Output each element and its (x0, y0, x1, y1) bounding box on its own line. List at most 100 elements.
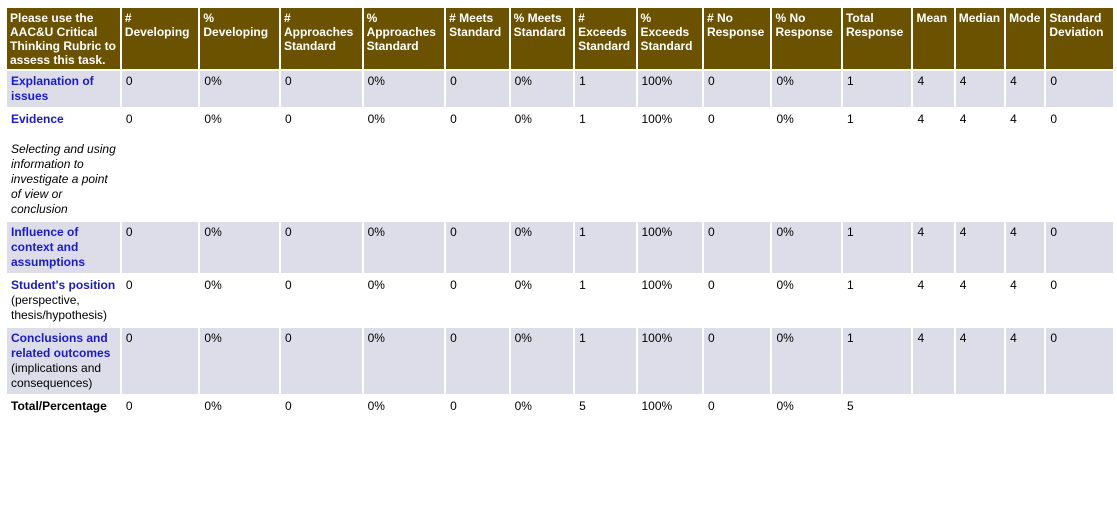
header-mode: Mode (1006, 8, 1045, 69)
criterion-link[interactable]: Influence of context and assumptions (11, 225, 86, 269)
header-pct-no-response: % No Response (772, 8, 841, 69)
total-pct-approaches: 0% (367, 399, 385, 413)
header-pct-developing: % Developing (200, 8, 279, 69)
cell-median: 4 (955, 222, 1005, 273)
criterion-link[interactable]: Evidence (11, 112, 64, 126)
cell-pct-meets: 0% (510, 71, 574, 107)
header-row: Please use the AAC&U Critical Thinking R… (7, 8, 1113, 69)
header-num-exceeds: # Exceeds Standard (575, 8, 636, 69)
table-row: Conclusions and related outcomes (implica… (7, 328, 1113, 394)
cell-mean: 4 (913, 328, 954, 394)
total-pct-meets: 0% (514, 399, 532, 413)
cell-pct-approaches: 0% (363, 328, 445, 394)
header-total-response: Total Response (842, 8, 912, 69)
cell-pct-meets: 0% (514, 278, 532, 292)
cell-pct-meets: 0% (510, 328, 574, 394)
cell-num-exceeds: 1 (579, 278, 586, 292)
cell-pct-exceeds: 100% (641, 112, 673, 126)
cell-num-no-response: 0 (703, 222, 771, 273)
header-num-no-response: # No Response (703, 8, 771, 69)
cell-median: 4 (955, 328, 1005, 394)
cell-median: 4 (959, 112, 967, 126)
header-mean: Mean (913, 8, 954, 69)
header-rubric-instruction: Please use the AAC&U Critical Thinking R… (7, 8, 120, 69)
cell-num-developing: 0 (125, 112, 133, 126)
criterion-description: Selecting and using information to inves… (11, 142, 116, 216)
cell-pct-no-response: 0% (772, 328, 841, 394)
table-row: Student's position (perspective, thesis/h… (7, 275, 1113, 326)
cell-pct-developing: 0% (200, 328, 279, 394)
criterion-link[interactable]: Explanation of issues (11, 74, 94, 103)
total-num-approaches: 0 (284, 399, 292, 413)
cell-pct-no-response: 0% (772, 222, 841, 273)
cell-num-approaches: 0 (280, 71, 362, 107)
cell-num-meets: 0 (450, 278, 457, 292)
cell-mean: 4 (917, 278, 925, 292)
criterion-link[interactable]: Conclusions and related outcomes (11, 331, 111, 360)
cell-num-no-response: 0 (707, 112, 715, 126)
cell-pct-developing: 0% (200, 71, 279, 107)
cell-std-dev: 0 (1050, 112, 1058, 126)
cell-mode: 4 (1006, 222, 1045, 273)
cell-num-meets: 0 (446, 222, 509, 273)
header-pct-exceeds: % Exceeds Standard (637, 8, 702, 69)
cell-num-no-response: 0 (707, 278, 715, 292)
cell-pct-meets: 0% (510, 222, 574, 273)
table-row: Evidence Selecting and using information … (7, 109, 1113, 220)
cell-num-developing: 0 (125, 278, 133, 292)
criterion-cell: Influence of context and assumptions (7, 222, 120, 273)
cell-std-dev: 0 (1050, 278, 1058, 292)
cell-num-no-response: 0 (703, 71, 771, 107)
cell-num-exceeds: 1 (579, 112, 586, 126)
cell-num-approaches: 0 (280, 328, 362, 394)
total-mean (913, 396, 953, 417)
cell-pct-no-response: 0% (776, 112, 794, 126)
cell-num-exceeds: 1 (575, 328, 636, 394)
criterion-cell: Explanation of issues (7, 71, 120, 107)
cell-total-response: 1 (842, 222, 912, 273)
cell-pct-no-response: 0% (772, 71, 841, 107)
criterion-cell: Evidence Selecting and using information … (7, 109, 120, 220)
cell-pct-approaches: 0% (367, 278, 385, 292)
criterion-cell: Student's position (perspective, thesis/h… (7, 275, 120, 326)
cell-total-response: 1 (846, 112, 854, 126)
total-mode (1006, 396, 1044, 417)
criterion-link[interactable]: Student's position (11, 278, 116, 292)
cell-pct-exceeds: 100% (637, 222, 702, 273)
cell-total-response: 1 (842, 328, 912, 394)
cell-num-developing: 0 (121, 71, 199, 107)
header-num-approaches: # Approaches Standard (280, 8, 362, 69)
cell-mean: 4 (917, 112, 925, 126)
cell-total-response: 1 (842, 71, 912, 107)
cell-std-dev: 0 (1046, 71, 1113, 107)
cell-num-no-response: 0 (703, 328, 771, 394)
header-num-developing: # Developing (121, 8, 199, 69)
cell-pct-developing: 0% (204, 278, 222, 292)
cell-num-meets: 0 (446, 71, 509, 107)
total-median (956, 396, 1004, 417)
header-pct-meets: % Meets Standard (510, 8, 574, 69)
total-row: Total/Percentage 0 0% 0 0% 0 0% 5 100% 0 0% 5 (7, 396, 1113, 417)
cell-num-meets: 0 (450, 112, 457, 126)
rubric-results-table: Please use the AAC&U Critical Thinking R… (5, 6, 1115, 419)
header-num-meets: # Meets Standard (446, 8, 509, 69)
total-num-meets: 0 (450, 399, 457, 413)
cell-pct-developing: 0% (200, 222, 279, 273)
cell-pct-meets: 0% (514, 112, 532, 126)
cell-median: 4 (959, 278, 967, 292)
total-std-dev (1046, 396, 1113, 417)
total-num-no-response: 0 (707, 399, 715, 413)
total-label: Total/Percentage (11, 399, 107, 413)
total-pct-no-response: 0% (776, 399, 794, 413)
total-pct-developing: 0% (204, 399, 222, 413)
total-num-developing: 0 (125, 399, 133, 413)
cell-num-approaches: 0 (284, 112, 292, 126)
cell-mode: 4 (1010, 112, 1017, 126)
cell-std-dev: 0 (1046, 328, 1113, 394)
table-row: Explanation of issues 0 0% 0 0% 0 0% 1 100% 0 0% 1 4… (7, 71, 1113, 107)
cell-total-response: 1 (846, 278, 854, 292)
table-row: Influence of context and assumptions 0 0% 0… (7, 222, 1113, 273)
cell-pct-approaches: 0% (363, 71, 445, 107)
criterion-cell: Conclusions and related outcomes (implica… (7, 328, 120, 394)
header-pct-approaches: % Approaches Standard (363, 8, 445, 69)
